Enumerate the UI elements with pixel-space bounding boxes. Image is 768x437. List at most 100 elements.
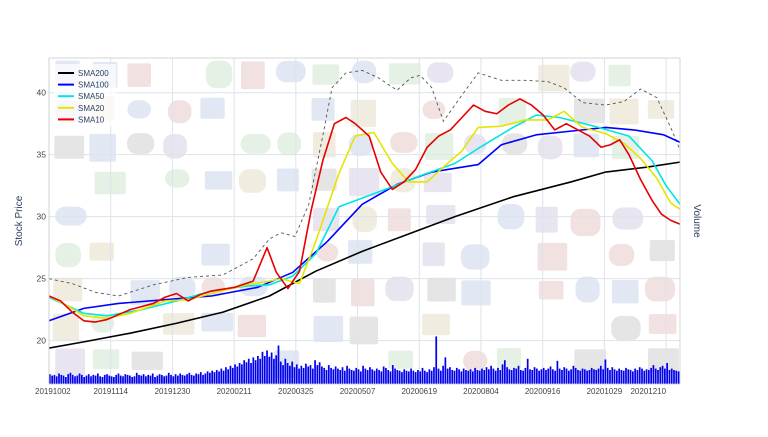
logo-tile	[352, 206, 377, 233]
logo-tile	[127, 100, 152, 119]
volume-bar	[307, 366, 310, 384]
volume-bar	[300, 365, 303, 384]
series-line-sma200	[49, 161, 680, 349]
logo-tile	[54, 135, 85, 159]
x-tick-label: 20200804	[463, 387, 499, 396]
x-tick-label: 20201210	[630, 387, 666, 396]
volume-bar	[241, 364, 243, 384]
logo-tile	[312, 208, 340, 232]
volume-bar	[92, 374, 95, 384]
volume-bar	[284, 358, 287, 384]
logo-tile	[570, 61, 596, 82]
volume-bar	[396, 370, 399, 384]
logo-tile	[351, 279, 375, 307]
logo-tile	[461, 280, 491, 306]
volume-bar	[165, 375, 168, 384]
volume-bar	[547, 368, 550, 384]
volume-bar	[113, 377, 115, 384]
logo-tile	[609, 98, 639, 125]
logo-tile	[351, 60, 377, 84]
logo-tile	[423, 172, 452, 193]
volume-bar	[638, 367, 641, 384]
volume-bar	[501, 364, 504, 384]
volume-bar	[517, 365, 520, 384]
y-axis-title: Stock Price	[14, 195, 25, 246]
volume-bar	[179, 373, 182, 384]
logo-tile	[237, 314, 267, 338]
logo-tile	[312, 278, 336, 303]
volume-bar	[215, 370, 218, 384]
volume-bar	[124, 374, 127, 384]
volume-bar	[442, 365, 444, 384]
volume-bar	[533, 367, 536, 384]
volume-bar	[174, 374, 177, 384]
volume-bar	[385, 367, 387, 384]
volume-bar	[99, 376, 102, 384]
volume-bar	[318, 362, 321, 384]
logo-tile	[424, 133, 454, 161]
volume-bar	[666, 363, 668, 384]
volume-bar	[387, 370, 390, 384]
volume-bar	[371, 369, 374, 384]
volume-bar	[170, 374, 172, 384]
volume-bar	[380, 371, 383, 384]
volume-bar	[135, 372, 138, 384]
y-axis-ticks: 20 25 30 35 40	[37, 88, 47, 346]
volume-bar	[231, 367, 234, 384]
volume-bar	[611, 367, 614, 384]
volume-bar	[657, 370, 659, 384]
volume-bar	[446, 368, 449, 384]
volume-bar	[94, 375, 97, 384]
logo-tile	[313, 316, 344, 342]
volume-bar	[417, 370, 419, 384]
volume-bar	[58, 373, 60, 384]
volume-bar	[677, 371, 680, 384]
volume-bar	[257, 356, 259, 384]
logo-tile	[55, 242, 81, 268]
volume-bar	[355, 367, 358, 384]
volume-bar	[545, 370, 547, 384]
logo-tile	[349, 316, 379, 345]
volume-bar	[556, 360, 559, 384]
legend-label: SMA100	[78, 81, 109, 90]
volume-bar	[213, 372, 216, 384]
legend: SMA200 SMA100 SMA50 SMA20 SMA10	[54, 64, 116, 126]
volume-bar	[650, 367, 652, 384]
volume-bar	[227, 369, 230, 384]
volume-bar	[629, 370, 632, 384]
volume-bar	[279, 361, 282, 384]
volume-bar	[188, 372, 191, 384]
volume-bar	[449, 367, 451, 384]
volume-bar	[332, 369, 335, 384]
volume-bar	[229, 365, 232, 384]
volume-bar	[133, 376, 136, 384]
volume-bar	[659, 367, 662, 384]
volume-bar	[291, 361, 294, 384]
volume-bar	[572, 365, 575, 384]
volume-bar	[663, 368, 666, 384]
volume-bar	[316, 365, 319, 384]
volume-bar	[101, 377, 104, 384]
logo-tile	[348, 134, 373, 156]
y2-axis-title: Volume	[691, 204, 702, 238]
logo-tile	[608, 64, 631, 87]
logo-tile	[205, 60, 233, 89]
volume-bar	[83, 377, 86, 384]
volume-bar	[250, 363, 252, 384]
volume-bar	[599, 365, 602, 384]
volume-bar	[490, 365, 492, 384]
volume-bar	[668, 370, 671, 384]
volume-bar	[647, 370, 650, 384]
logo-tile	[275, 60, 306, 83]
volume-bar	[444, 357, 447, 384]
volume-bar	[634, 368, 636, 384]
volume-bar	[430, 370, 433, 384]
y-tick-label: 35	[37, 150, 47, 160]
volume-bar	[439, 370, 442, 384]
volume-bar	[55, 376, 58, 384]
volume-bar	[263, 356, 266, 384]
volume-bar	[515, 368, 518, 384]
volume-bar	[604, 359, 607, 384]
series-line-sma20	[49, 110, 680, 320]
logo-tile	[167, 100, 192, 124]
